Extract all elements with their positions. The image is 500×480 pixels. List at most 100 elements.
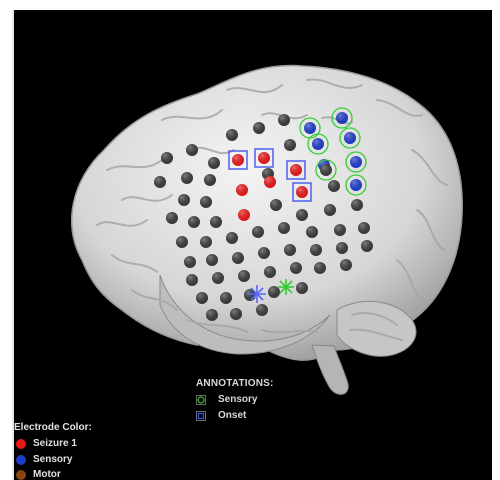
electrode-highlight (196, 292, 208, 304)
electrode-highlight (186, 274, 198, 286)
electrode-highlight (334, 224, 346, 236)
electrode-highlight (181, 172, 193, 184)
electrode-highlight (161, 152, 173, 164)
electrode-highlight (336, 112, 348, 124)
electrode-highlight (212, 272, 224, 284)
electrode-highlight (206, 309, 218, 321)
electrode-highlight (358, 222, 370, 234)
electrode-highlight (324, 204, 336, 216)
electrode-highlight (154, 176, 166, 188)
electrode-highlight (232, 252, 244, 264)
electrode-highlight (351, 199, 363, 211)
electrode-highlight (258, 247, 270, 259)
electrode-highlight (186, 144, 198, 156)
electrode-highlight (278, 114, 290, 126)
sensory-ring-marker (331, 107, 353, 129)
onset-box-marker (228, 150, 248, 170)
electrode-highlight (226, 129, 238, 141)
electrode-highlight (206, 254, 218, 266)
electrode-highlight (314, 262, 326, 274)
electrode-highlight (268, 286, 280, 298)
brain-stem (311, 344, 349, 395)
electrode-highlight (236, 184, 248, 196)
electrode-highlight (340, 259, 352, 271)
electrode-highlight (230, 308, 242, 320)
legend-item-motor: Motor (16, 469, 61, 480)
electrode-highlight (304, 122, 316, 134)
electrode-highlight (166, 212, 178, 224)
onset-box-marker (286, 160, 306, 180)
onset-box-marker (292, 182, 312, 202)
electrode-highlight (320, 164, 332, 176)
electrode-highlight (264, 176, 276, 188)
electrode-highlight (296, 282, 308, 294)
sensory-annotation-rings (299, 107, 367, 196)
legend-item-seizure: Seizure 1 (16, 438, 77, 449)
annotations-title: ANNOTATIONS: (196, 378, 274, 389)
brain-surface (70, 64, 463, 395)
blue-square-icon (196, 410, 206, 421)
annotation-sensory: Sensory (196, 394, 257, 405)
electrode-highlight (184, 256, 196, 268)
electrode-grid (154, 112, 373, 321)
electrode-highlight (336, 242, 348, 254)
legend-seizure-label: Seizure 1 (33, 438, 77, 449)
electrode-highlight (350, 156, 362, 168)
electrode-highlight (176, 236, 188, 248)
electrode-highlight (238, 209, 250, 221)
electrode-highlight (226, 232, 238, 244)
onset-annotation-boxes (228, 148, 312, 202)
electrode-highlight (290, 262, 302, 274)
electrode-highlight (264, 266, 276, 278)
electrode-highlight (350, 179, 362, 191)
electrode-highlight (178, 194, 190, 206)
legend-motor-label: Motor (33, 469, 61, 480)
annotation-onset-label: Onset (218, 410, 247, 421)
brain-electrode-map (70, 64, 463, 395)
electrode-highlight (284, 139, 296, 151)
green-star-marker (278, 279, 294, 295)
legend-sensory-label: Sensory (33, 454, 73, 465)
electrode-highlight (253, 122, 265, 134)
electrode-highlight (296, 209, 308, 221)
electrode-highlight (208, 157, 220, 169)
electrode-highlight (200, 196, 212, 208)
sensory-ring-marker (339, 127, 361, 149)
legend-title: Electrode Color: (14, 422, 92, 433)
electrode-highlight (290, 164, 302, 176)
seizure-dot-icon (16, 438, 26, 449)
sensory-dot-icon (16, 454, 26, 465)
brain-cerebellum (336, 300, 417, 357)
electrode-highlight (310, 244, 322, 256)
annotation-onset: Onset (196, 410, 246, 421)
blue-star-marker (248, 285, 266, 303)
electrode-highlight (188, 216, 200, 228)
electrode-highlight (220, 292, 232, 304)
electrode-highlight (278, 222, 290, 234)
brain-temporal-lobe (159, 274, 331, 355)
electrode-highlight (270, 199, 282, 211)
sensory-ring-marker (345, 174, 367, 196)
electrode-highlight (256, 304, 268, 316)
electrode-highlight (296, 186, 308, 198)
electrode-highlight (306, 226, 318, 238)
sensory-ring-marker (345, 151, 367, 173)
legend-item-sensory: Sensory (16, 454, 72, 465)
electrode-highlight (204, 174, 216, 186)
electrode-highlight (361, 240, 373, 252)
electrode-highlight (232, 154, 244, 166)
electrode-highlight (284, 244, 296, 256)
brain-cerebrum (70, 64, 463, 361)
sensory-ring-marker (315, 159, 337, 181)
green-circle-icon (196, 394, 206, 405)
electrode-highlight (312, 138, 324, 150)
sensory-ring-marker (307, 133, 329, 155)
motor-dot-icon (16, 469, 26, 480)
electrode-highlight (200, 236, 212, 248)
electrode-highlight (258, 152, 270, 164)
electrode-highlight (238, 270, 250, 282)
electrode-highlight (210, 216, 222, 228)
electrode-highlight (328, 180, 340, 192)
electrode-highlight (344, 132, 356, 144)
